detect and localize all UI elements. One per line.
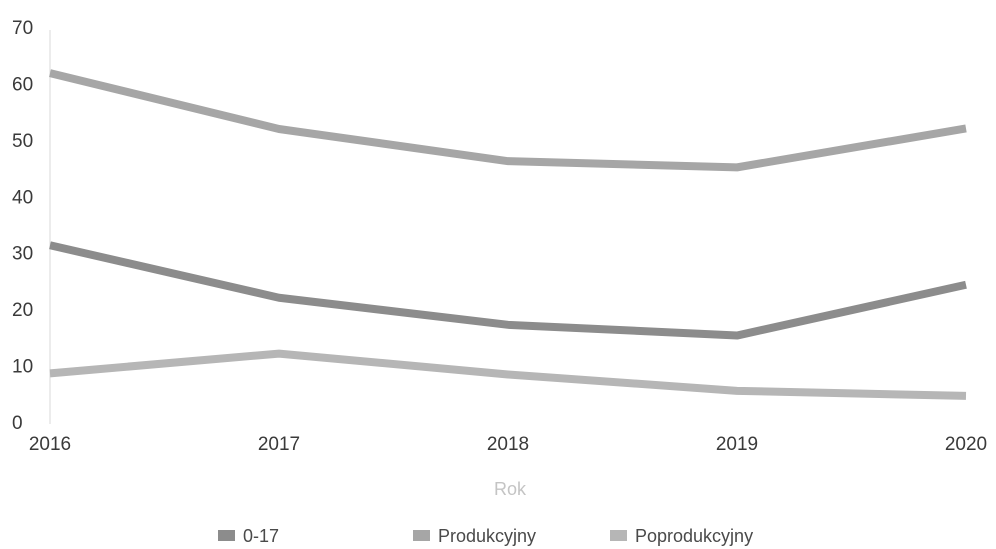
legend-swatch <box>218 530 235 541</box>
x-tick-label: 2019 <box>716 434 758 455</box>
x-axis-ticks: 2016 2017 2018 2019 2020 <box>29 434 987 455</box>
y-tick-label: 70 <box>12 18 33 39</box>
y-tick-label: 20 <box>12 300 33 321</box>
y-axis-ticks: 0 10 20 30 40 50 60 70 <box>12 18 33 434</box>
series-lines <box>49 69 967 400</box>
y-tick-label: 60 <box>12 74 33 95</box>
legend-label: Poprodukcyjny <box>635 526 753 546</box>
x-axis-title: Rok <box>494 479 527 499</box>
x-tick-label: 2020 <box>945 434 987 455</box>
y-tick-label: 40 <box>12 187 33 208</box>
x-tick-label: 2016 <box>29 434 71 455</box>
legend-label: Produkcyjny <box>438 526 536 546</box>
series-line-1 <box>49 69 967 172</box>
x-tick-label: 2017 <box>258 434 300 455</box>
legend-swatch <box>413 530 430 541</box>
legend-label: 0-17 <box>243 526 279 546</box>
y-tick-label: 50 <box>12 131 33 152</box>
y-tick-label: 10 <box>12 357 33 378</box>
legend-swatch <box>610 530 627 541</box>
legend: 0-17 Produkcyjny Poprodukcyjny <box>218 526 753 546</box>
y-tick-label: 30 <box>12 244 33 265</box>
series-line-2 <box>49 349 967 400</box>
y-tick-label: 0 <box>12 413 23 434</box>
x-tick-label: 2018 <box>487 434 529 455</box>
series-line-0 <box>49 241 967 340</box>
